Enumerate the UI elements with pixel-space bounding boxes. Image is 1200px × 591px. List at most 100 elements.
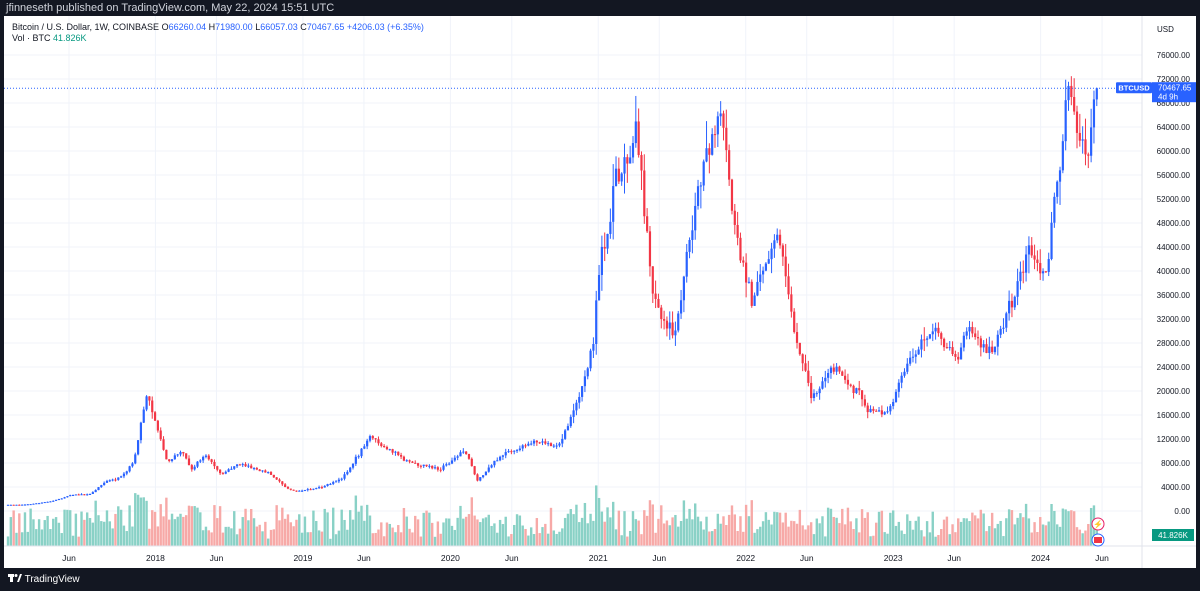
volume-bar bbox=[6, 536, 10, 546]
volume-bar bbox=[753, 532, 756, 546]
candle-body bbox=[416, 463, 420, 466]
legend-symbol[interactable]: Bitcoin / U.S. Dollar, 1W, COINBASE bbox=[12, 22, 160, 32]
candle-body bbox=[1087, 154, 1090, 156]
volume-bar bbox=[976, 518, 980, 546]
candle-body bbox=[241, 464, 244, 466]
volume-bar bbox=[750, 500, 753, 546]
candle-body bbox=[354, 456, 357, 464]
volume-bar bbox=[897, 521, 901, 546]
candle-body bbox=[982, 344, 985, 348]
candlestick-chart[interactable]: USD 76000.00 72000.00 68000.00 64000.00 60000… bbox=[4, 16, 1196, 568]
legend-volume-label[interactable]: Vol · BTC bbox=[12, 33, 51, 43]
price-tick-label: 40000.00 bbox=[1157, 267, 1191, 276]
volume-bar bbox=[776, 512, 779, 546]
candle-body bbox=[252, 468, 256, 470]
volume-bar bbox=[524, 528, 527, 546]
candle-body bbox=[18, 504, 21, 506]
volume-bar bbox=[447, 518, 451, 546]
volume-bar bbox=[674, 514, 677, 546]
candle-body bbox=[849, 384, 852, 386]
volume-bar bbox=[945, 516, 949, 546]
volume-bar bbox=[119, 509, 123, 546]
tradingview-logo[interactable]: TradingView bbox=[8, 568, 80, 591]
volume-bar bbox=[637, 520, 640, 546]
volume-bar bbox=[626, 536, 629, 546]
candle-body bbox=[538, 442, 541, 444]
volume-bar bbox=[546, 533, 550, 546]
candle-body bbox=[419, 465, 422, 467]
volume-bar bbox=[235, 534, 239, 546]
volume-bar bbox=[931, 511, 934, 546]
candle-body bbox=[136, 440, 140, 455]
price-tick-label: 48000.00 bbox=[1157, 219, 1191, 228]
candle-body bbox=[332, 482, 335, 484]
candle-body bbox=[329, 483, 332, 485]
candle-body bbox=[1075, 111, 1079, 133]
volume-bar bbox=[725, 525, 728, 546]
volume-bar bbox=[835, 517, 838, 546]
volume-bar bbox=[40, 529, 44, 546]
candle-body bbox=[1041, 271, 1045, 274]
candle-body bbox=[609, 221, 612, 234]
candle-body bbox=[852, 385, 855, 394]
candle-body bbox=[303, 490, 307, 492]
volume-bar bbox=[682, 500, 686, 546]
time-tick-label: Jun bbox=[62, 553, 76, 563]
volume-bar bbox=[416, 519, 420, 546]
candle-body bbox=[120, 476, 123, 478]
volume-bar bbox=[784, 512, 787, 546]
candle-body bbox=[408, 460, 411, 462]
candle-body bbox=[394, 451, 397, 453]
candle-body bbox=[835, 366, 838, 372]
volume-bar bbox=[1033, 522, 1036, 546]
volume-bar bbox=[20, 532, 24, 546]
price-tick-label: 8000.00 bbox=[1161, 459, 1190, 468]
candle-body bbox=[52, 500, 55, 502]
volume-bar bbox=[942, 519, 946, 546]
candle-body bbox=[917, 349, 920, 355]
volume-bar bbox=[43, 520, 46, 546]
volume-bar bbox=[959, 521, 963, 546]
volume-bar bbox=[603, 521, 606, 546]
candle-body bbox=[357, 456, 360, 458]
volume-bar bbox=[60, 533, 63, 546]
time-tick-label: Jun bbox=[800, 553, 814, 563]
price-tick-label: 64000.00 bbox=[1157, 123, 1191, 132]
symbol-tag-label: BTCUSD bbox=[1118, 84, 1150, 93]
candle-body bbox=[230, 468, 233, 470]
candle-body bbox=[654, 293, 657, 299]
price-tick-label: 56000.00 bbox=[1157, 171, 1191, 180]
candle-body bbox=[156, 420, 159, 431]
legend-high-value: 71980.00 bbox=[215, 22, 253, 32]
volume-bar bbox=[329, 538, 332, 546]
volume-bar bbox=[250, 508, 253, 546]
candle-body bbox=[739, 237, 742, 261]
candle-body bbox=[94, 490, 97, 493]
candle-body bbox=[778, 234, 782, 246]
candle-body bbox=[57, 499, 61, 501]
candle-body bbox=[623, 157, 626, 174]
candle-body bbox=[892, 401, 895, 407]
chart-area[interactable]: USD 76000.00 72000.00 68000.00 64000.00 60000… bbox=[4, 16, 1196, 568]
candle-body bbox=[385, 446, 389, 450]
candle-body bbox=[733, 210, 736, 225]
volume-bar bbox=[332, 507, 335, 546]
candle-body bbox=[790, 294, 793, 312]
volume-bar bbox=[872, 535, 875, 546]
legend-ohlc-row: Bitcoin / U.S. Dollar, 1W, COINBASE O662… bbox=[12, 22, 424, 33]
candle-body bbox=[971, 326, 974, 334]
candle-body bbox=[722, 113, 725, 128]
volume-bar bbox=[286, 514, 290, 546]
volume-bar bbox=[1055, 524, 1059, 546]
candle-body bbox=[1056, 181, 1059, 197]
candle-body bbox=[810, 382, 813, 399]
volume-bar bbox=[597, 497, 601, 546]
candle-body bbox=[60, 498, 63, 500]
candle-body bbox=[976, 337, 980, 339]
volume-bar bbox=[431, 522, 434, 546]
volume-bar bbox=[190, 506, 194, 546]
candle-body bbox=[1070, 85, 1073, 98]
volume-bar bbox=[617, 510, 621, 546]
candle-body bbox=[448, 463, 451, 465]
candle-body bbox=[985, 344, 988, 353]
